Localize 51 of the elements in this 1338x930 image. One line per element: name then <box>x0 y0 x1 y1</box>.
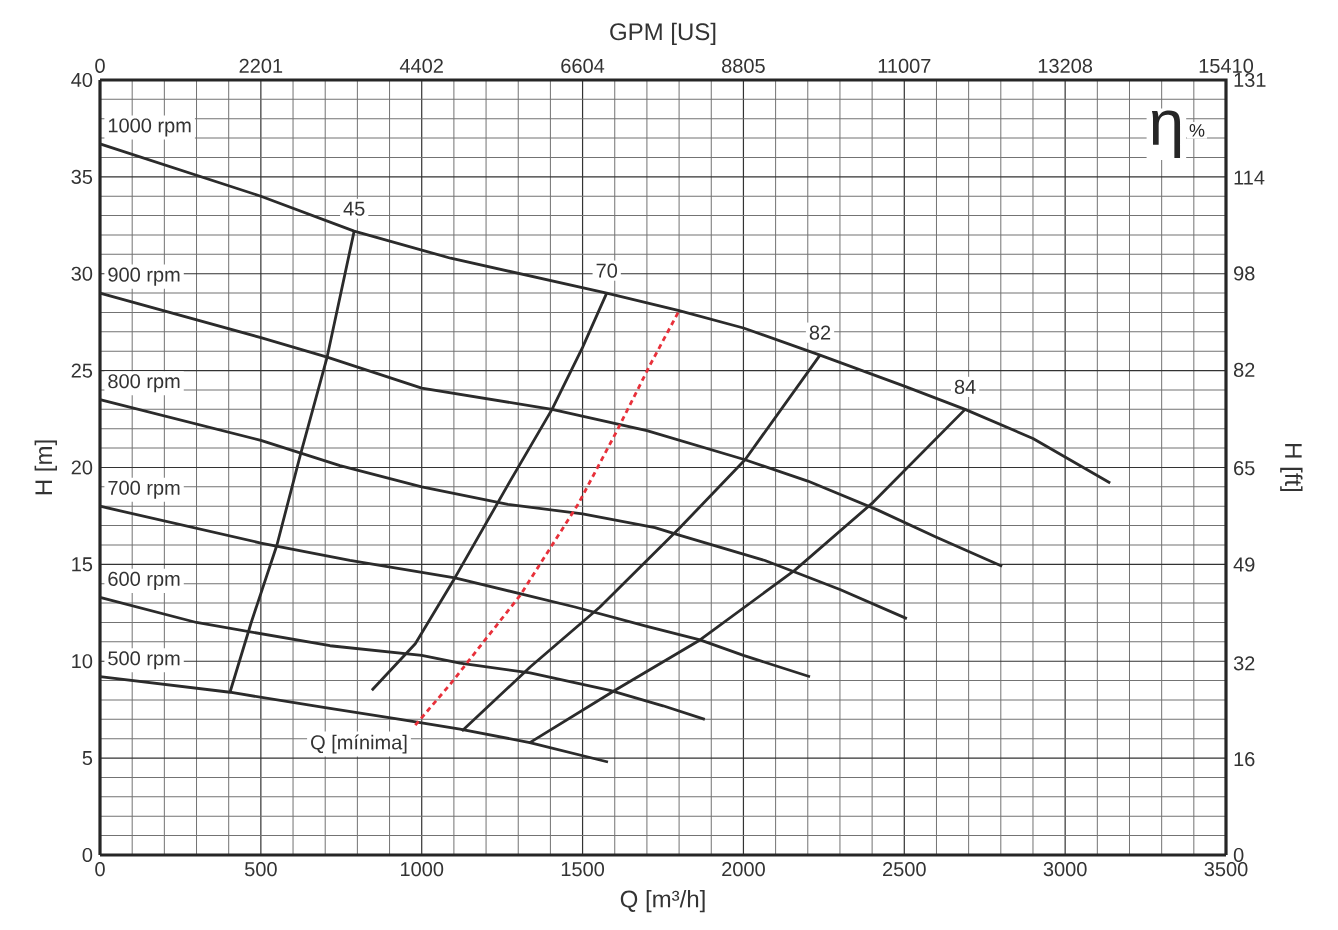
x2-tick-label: 4402 <box>399 58 443 73</box>
y2-tick-label: 65 <box>1234 461 1255 476</box>
series-label: 82 <box>809 325 831 340</box>
y2-tick-label: 32 <box>1233 656 1255 671</box>
x-tick-label: 3000 <box>1043 862 1087 877</box>
x2-tick-label: 2201 <box>239 58 283 73</box>
y-tick-label: 25 <box>71 363 93 378</box>
annotation: η <box>1151 110 1181 159</box>
x2-tick-label: 6604 <box>561 58 605 73</box>
y-tick-label: 15 <box>72 557 93 572</box>
series-label: 500 rpm <box>108 651 180 670</box>
y2-tick-label: 0 <box>1233 847 1244 863</box>
series-label: 1000 rpm <box>108 118 191 137</box>
y-tick-label: 10 <box>72 654 93 669</box>
x2-tick-label: 13208 <box>1038 58 1093 73</box>
series-label: 600 rpm <box>108 571 180 590</box>
y2-tick-label: 98 <box>1234 266 1255 281</box>
x-tick-label: 1500 <box>561 862 605 877</box>
y-tick-label: 0 <box>82 847 93 863</box>
y2-axis-title: H [ft] <box>1280 444 1303 492</box>
x2-tick-label: 11007 <box>878 58 931 73</box>
x2-tick-label: 8805 <box>722 58 765 73</box>
y2-tick-label: 114 <box>1234 170 1265 185</box>
y-tick-label: 40 <box>71 72 93 88</box>
x-tick-label: 500 <box>244 862 277 877</box>
y2-tick-label: 49 <box>1233 557 1255 572</box>
y-axis-title: H [m] <box>34 440 57 495</box>
series-label: Q [mínima] <box>311 734 407 754</box>
annotation: % <box>1189 124 1205 137</box>
x-tick-label: 0 <box>95 862 105 877</box>
y-tick-label: 35 <box>71 169 93 184</box>
series-label: 84 <box>954 379 976 394</box>
x2-axis-title: GPM [US] <box>610 22 716 46</box>
x-axis-title: Q [m³/h] <box>620 889 705 913</box>
y2-tick-label: 131 <box>1234 72 1266 88</box>
x2-tick-label: 15410 <box>1199 58 1254 73</box>
y2-tick-label: 16 <box>1234 752 1255 767</box>
x-tick-label: 2000 <box>722 862 765 877</box>
y-tick-label: 20 <box>71 460 93 475</box>
series-label: 800 rpm <box>108 374 180 393</box>
x-tick-label: 3500 <box>1204 862 1248 877</box>
series-label: 45 <box>343 201 365 216</box>
x-tick-label: 1000 <box>401 862 444 877</box>
x-tick-label: 2500 <box>883 862 926 877</box>
series-label: 700 rpm <box>108 480 180 499</box>
y-tick-label: 5 <box>82 751 93 766</box>
series-label: 70 <box>596 263 618 278</box>
y-tick-label: 30 <box>71 266 93 281</box>
series-label: 900 rpm <box>108 267 180 286</box>
y2-tick-label: 82 <box>1233 362 1255 377</box>
x2-tick-label: 0 <box>95 58 105 73</box>
